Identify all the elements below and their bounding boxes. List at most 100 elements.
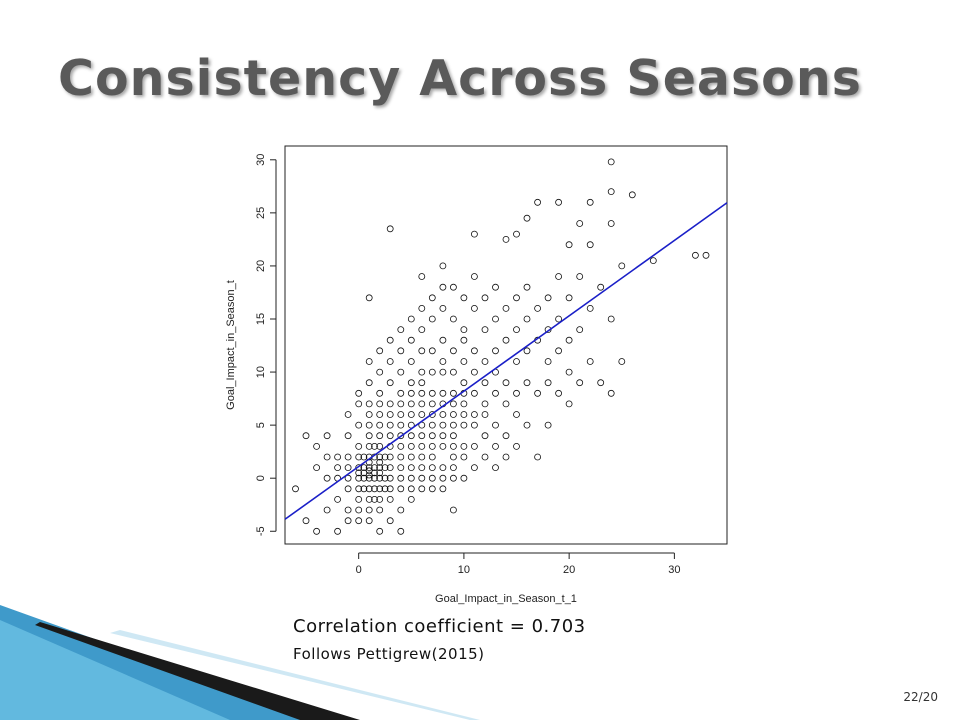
scatter-point [439,485,447,493]
scatter-point [534,389,542,397]
scatter-point [313,442,320,450]
scatter-point [376,389,384,397]
scatter-point [344,432,352,440]
scatter-point [397,442,405,450]
scatter-point [386,495,394,503]
scatter-point [407,336,415,344]
scatter-point [381,453,389,461]
scatter-point [460,379,468,387]
scatter-point [397,411,405,418]
scatter-point [439,368,447,376]
scatter-point [565,336,573,344]
decor-light-wedge [0,620,230,720]
scatter-point [449,411,457,418]
scatter-point [460,336,468,344]
scatter-point [323,432,331,440]
scatter-point [371,474,378,482]
x-tick-label: 0 [356,564,362,576]
scatter-point [523,214,531,222]
scatter-point [365,506,373,514]
scatter-point [607,315,615,323]
scatter-point [523,379,531,387]
scatter-point [555,389,563,397]
scatter-point [460,421,468,429]
scatter-point [355,421,363,429]
scatter-point [607,389,615,397]
scatter-point [513,230,520,238]
source-caption: Follows Pettigrew(2015) [293,645,485,663]
scatter-point [492,283,499,291]
scatter-point [492,347,499,355]
y-tick-label: 15 [255,313,267,325]
scatter-point [439,442,447,450]
scatter-point [355,474,363,482]
scatter-point [460,411,468,418]
scatter-point [397,474,405,482]
scatter-point [344,517,352,525]
scatter-point [365,432,373,440]
scatter-point [576,326,584,334]
scatter-point [428,421,436,429]
scatter-point [407,474,415,482]
decor-pale-band [110,630,480,720]
scatter-point [439,304,447,312]
scatter-point [418,273,426,280]
scatter-point [344,411,352,418]
scatter-point [397,506,405,514]
scatter-point [397,421,405,429]
scatter-point [470,273,478,280]
scatter-point [397,453,405,461]
scatter-point [470,368,478,376]
scatter-point [449,453,457,461]
scatter-point [386,411,394,418]
scatter-point [407,400,415,408]
scatter-point [376,453,384,461]
scatter-point [407,315,415,323]
y-axis-label: Goal_Impact_in_Season_t [225,280,237,410]
scatter-point [481,379,489,387]
scatter-point [428,368,436,376]
scatter-point [360,453,368,461]
scatter-point [449,400,457,408]
scatter-point [492,464,499,472]
scatter-point [607,220,615,227]
scatter-point [334,527,341,535]
y-tick-label: 25 [255,207,267,219]
scatter-point [365,358,373,365]
scatter-point [376,506,384,514]
scatter-point [323,474,331,482]
y-tick-label: 20 [255,260,267,272]
scatter-point [355,389,363,397]
scatter-point [449,474,457,482]
scatter-point [407,453,415,461]
scatter-point [470,230,478,238]
scatter-point [428,315,436,323]
correlation-caption: Correlation coefficient = 0.703 [293,616,586,637]
scatter-point [607,158,615,166]
scatter-point [460,400,468,408]
scatter-point [418,400,426,408]
scatter-point [344,474,352,482]
scatter-point [513,411,520,418]
scatter-point [371,495,378,503]
scatter-point [355,469,363,477]
scatter-point [428,389,436,397]
scatter-point [386,336,394,344]
scatter-point [449,368,457,376]
scatter-point [513,326,520,334]
y-tick-label: 10 [255,366,267,378]
scatter-point [460,326,468,334]
scatter-point [702,251,710,259]
scatter-point [492,315,499,323]
scatter-point [470,442,478,450]
scatter-point [492,442,499,450]
scatter-point [407,432,415,440]
scatter-point [534,453,542,461]
scatter-point [618,262,626,270]
scatter-point [407,464,415,472]
scatter-point [407,411,415,418]
scatter-point [439,464,447,472]
scatter-point [334,464,341,472]
scatter-point [513,442,520,450]
scatter-point [418,474,426,482]
